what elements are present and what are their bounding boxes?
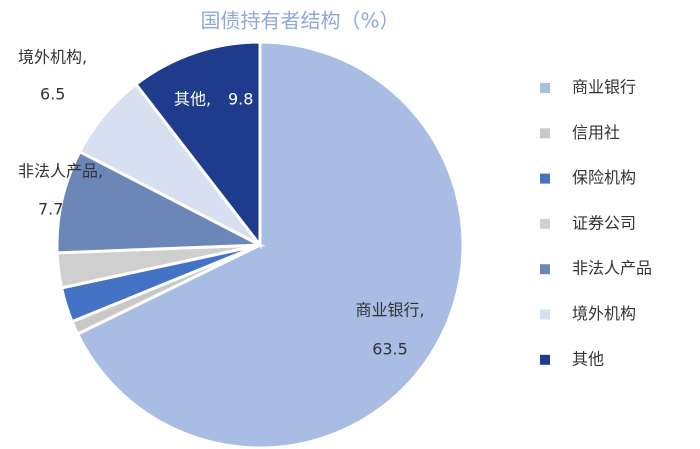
data-label: 9.8 — [228, 90, 253, 109]
legend-label: 证券公司 — [572, 213, 636, 232]
data-label-name: 商业银行, — [355, 301, 424, 320]
legend-swatch — [540, 218, 550, 229]
chart-title: 国债持有者结构（%） — [200, 9, 399, 33]
legend-label: 信用社 — [572, 123, 620, 142]
pie-slice — [75, 40, 465, 449]
data-label-name: 其他, — [174, 90, 211, 109]
data-label: 63.5 — [372, 340, 408, 359]
legend-label: 保险机构 — [572, 168, 636, 187]
legend-label: 非法人产品 — [572, 259, 652, 278]
data-label-name: 境外机构, — [18, 48, 87, 67]
legend-swatch — [540, 354, 550, 365]
pie-slice — [55, 149, 266, 255]
pie-slice — [133, 40, 262, 250]
data-label-name: 非法人产品, — [18, 162, 103, 181]
legend-label: 商业银行 — [572, 78, 636, 97]
legend-swatch — [540, 128, 550, 139]
legend-swatch — [540, 83, 550, 93]
data-label: 6.5 — [40, 85, 65, 104]
legend-swatch — [540, 173, 550, 184]
data-label: 7.7 — [38, 200, 63, 219]
legend-swatch — [540, 264, 550, 275]
legend-label: 境外机构 — [572, 304, 636, 323]
legend-label: 其他 — [572, 349, 604, 368]
legend-swatch — [540, 309, 550, 320]
